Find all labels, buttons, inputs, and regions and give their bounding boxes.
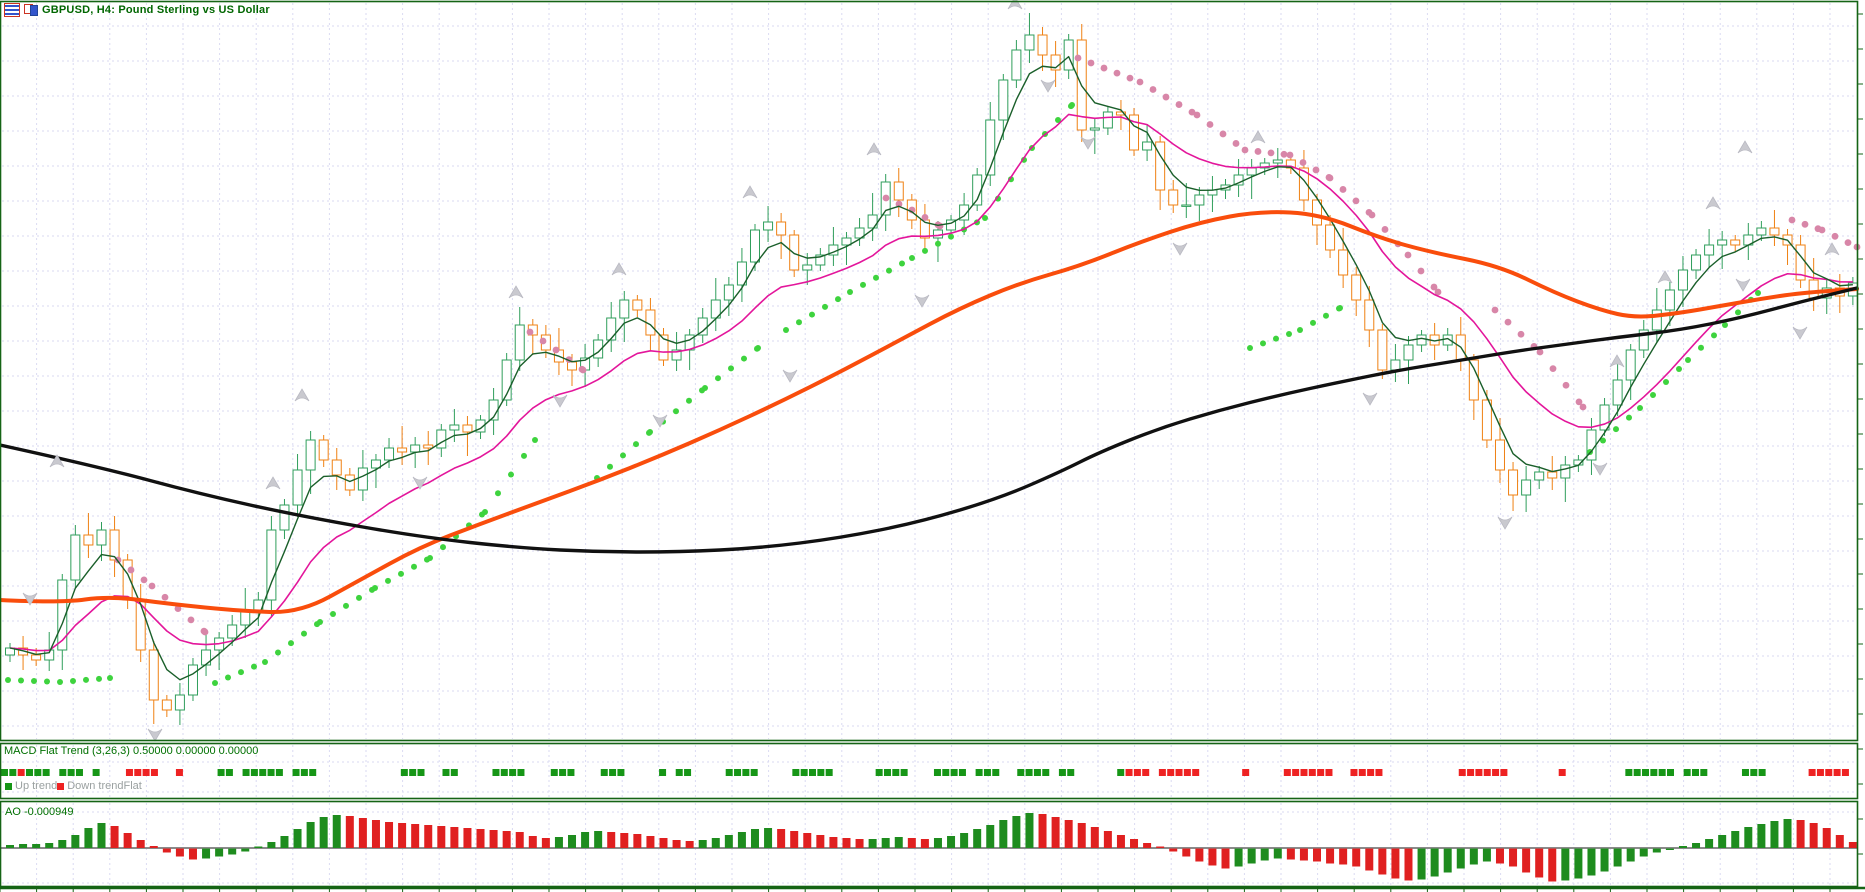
fractal-up-arrow — [294, 388, 310, 402]
fractal-down-arrow — [1080, 136, 1096, 150]
fractal-down-arrow — [652, 414, 668, 428]
grid — [2, 3, 1856, 885]
fractal-down-arrow — [782, 369, 798, 383]
macd-panel-border — [0, 742, 1859, 800]
fractal-up-arrow — [265, 476, 281, 490]
fractal-down-arrow — [22, 592, 38, 606]
fractal-up-arrow — [742, 185, 758, 199]
fractal-down-arrow — [147, 728, 163, 742]
fractal-down-arrow — [1497, 516, 1513, 530]
fractal-down-arrow — [1362, 392, 1378, 406]
main-panel-border — [0, 0, 1859, 742]
fractal-down-arrow — [1592, 462, 1608, 476]
parabolic-sar-dots — [5, 54, 1861, 686]
fractal-up-arrow — [1007, 0, 1023, 10]
ma-darkgreen-line — [9, 55, 1853, 681]
fractal-down-arrow — [412, 476, 428, 490]
ma-orange-line — [0, 210, 1859, 615]
fractal-up-arrow — [1705, 196, 1721, 210]
fractal-up-arrow — [611, 262, 627, 276]
candlesticks — [5, 13, 1858, 725]
fractal-down-arrow — [914, 294, 930, 308]
fractal-up-arrow — [1250, 130, 1266, 144]
macd-flat-trend-squares — [1, 769, 1849, 776]
fractal-up-arrow — [1824, 242, 1840, 256]
fractal-up-arrow — [1737, 140, 1753, 154]
ao-panel-border — [0, 800, 1859, 888]
fractal-up-arrow — [1657, 270, 1673, 284]
fractal-down-arrow — [1040, 79, 1056, 93]
fractal-up-arrow — [1609, 354, 1625, 368]
ma-black-line — [0, 286, 1859, 554]
fractal-down-arrow — [1172, 242, 1188, 256]
fractal-up-arrow — [866, 142, 882, 156]
fractal-down-arrow — [1792, 326, 1808, 340]
fractal-down-arrow — [552, 394, 568, 408]
fractal-down-arrow — [1735, 278, 1751, 292]
fractal-arrows — [22, 0, 1840, 742]
fractal-up-arrow — [508, 285, 524, 299]
ma-magenta-line — [9, 113, 1853, 652]
ao-histogram — [0, 813, 1858, 882]
fractal-up-arrow — [49, 454, 65, 468]
